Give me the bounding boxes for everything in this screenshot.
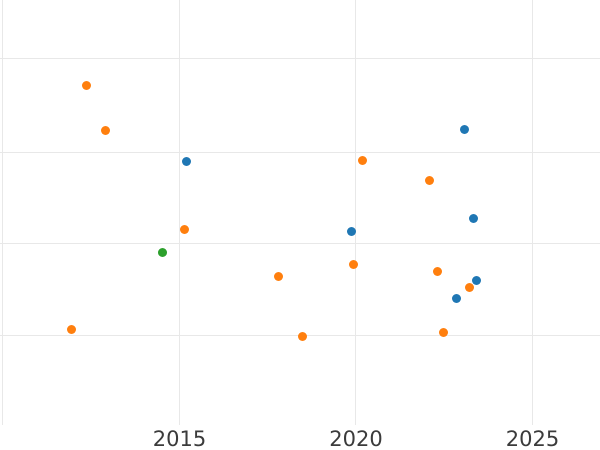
- scatter-point-orange: [273, 271, 283, 281]
- horizontal-gridline: [0, 151, 600, 153]
- scatter-point-orange: [432, 266, 442, 276]
- x-tick-label: 2025: [505, 427, 560, 450]
- vertical-gridline: [178, 0, 180, 425]
- scatter-point-orange: [100, 125, 110, 135]
- scatter-point-orange: [297, 331, 307, 341]
- scatter-point-orange: [424, 175, 434, 185]
- scatter-point-orange: [357, 155, 367, 165]
- horizontal-gridline: [0, 58, 600, 60]
- scatter-point-orange: [66, 324, 76, 334]
- scatter-point-blue: [459, 124, 469, 134]
- x-tick-label: 2015: [152, 427, 207, 450]
- scatter-point-orange: [438, 327, 448, 337]
- scatter-point-orange: [464, 282, 474, 292]
- vertical-gridline: [1, 0, 3, 425]
- scatter-point-blue: [451, 293, 461, 303]
- horizontal-gridline: [0, 243, 600, 245]
- scatter-point-blue: [468, 213, 478, 223]
- vertical-gridline: [355, 0, 357, 425]
- scatter-point-blue: [181, 156, 191, 166]
- x-tick-label: 2020: [329, 427, 383, 450]
- vertical-gridline: [531, 0, 533, 425]
- scatter-point-orange: [179, 224, 189, 234]
- scatter-point-orange: [81, 80, 91, 90]
- scatter-point-orange: [348, 259, 358, 269]
- scatter-point-blue: [346, 226, 356, 236]
- scatter-point-blue: [471, 275, 481, 285]
- scatter-point-green: [157, 247, 167, 257]
